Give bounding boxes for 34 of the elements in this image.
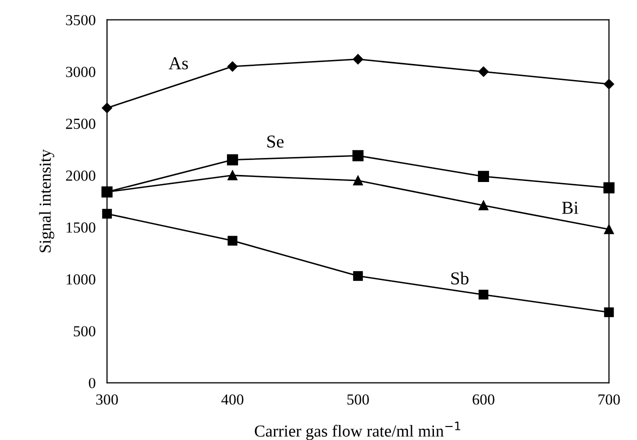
series-label: Sb	[451, 272, 468, 285]
series-label: Se	[267, 136, 284, 148]
series-label: As	[168, 57, 188, 70]
point	[478, 66, 489, 77]
point	[228, 170, 238, 180]
y-tick-label: 500	[74, 326, 96, 336]
point	[478, 170, 490, 182]
point	[227, 61, 238, 72]
point	[352, 54, 364, 64]
y-tick-label: 1000	[66, 274, 96, 285]
x-tick-label: 700	[598, 394, 620, 405]
y-tick-label: 2000	[66, 170, 96, 181]
x-axis-title: Carrier gas flow rate/ml min$^{−1}$	[254, 422, 460, 440]
point	[226, 154, 238, 166]
x-tick-label: 300	[96, 394, 118, 405]
point	[102, 208, 112, 219]
point	[352, 150, 364, 162]
x-tick-label: 500	[347, 394, 369, 405]
y-axis-title: Signal intensity	[39, 149, 54, 252]
point	[604, 307, 614, 318]
y-tick-label: 2500	[66, 118, 96, 129]
y-tick-label: 3000	[66, 66, 96, 78]
point	[228, 236, 238, 246]
y-tick-label: 3500	[66, 14, 96, 26]
point	[603, 182, 615, 194]
x-tick-label: 400	[221, 394, 244, 405]
y-tick-label: 1500	[66, 222, 96, 233]
point	[353, 271, 363, 281]
x-tick-label: 600	[472, 394, 494, 405]
point	[478, 200, 488, 210]
point	[478, 290, 488, 300]
point	[353, 176, 363, 186]
series-label: Bi	[562, 202, 578, 214]
y-tick-label: 0	[88, 378, 96, 388]
